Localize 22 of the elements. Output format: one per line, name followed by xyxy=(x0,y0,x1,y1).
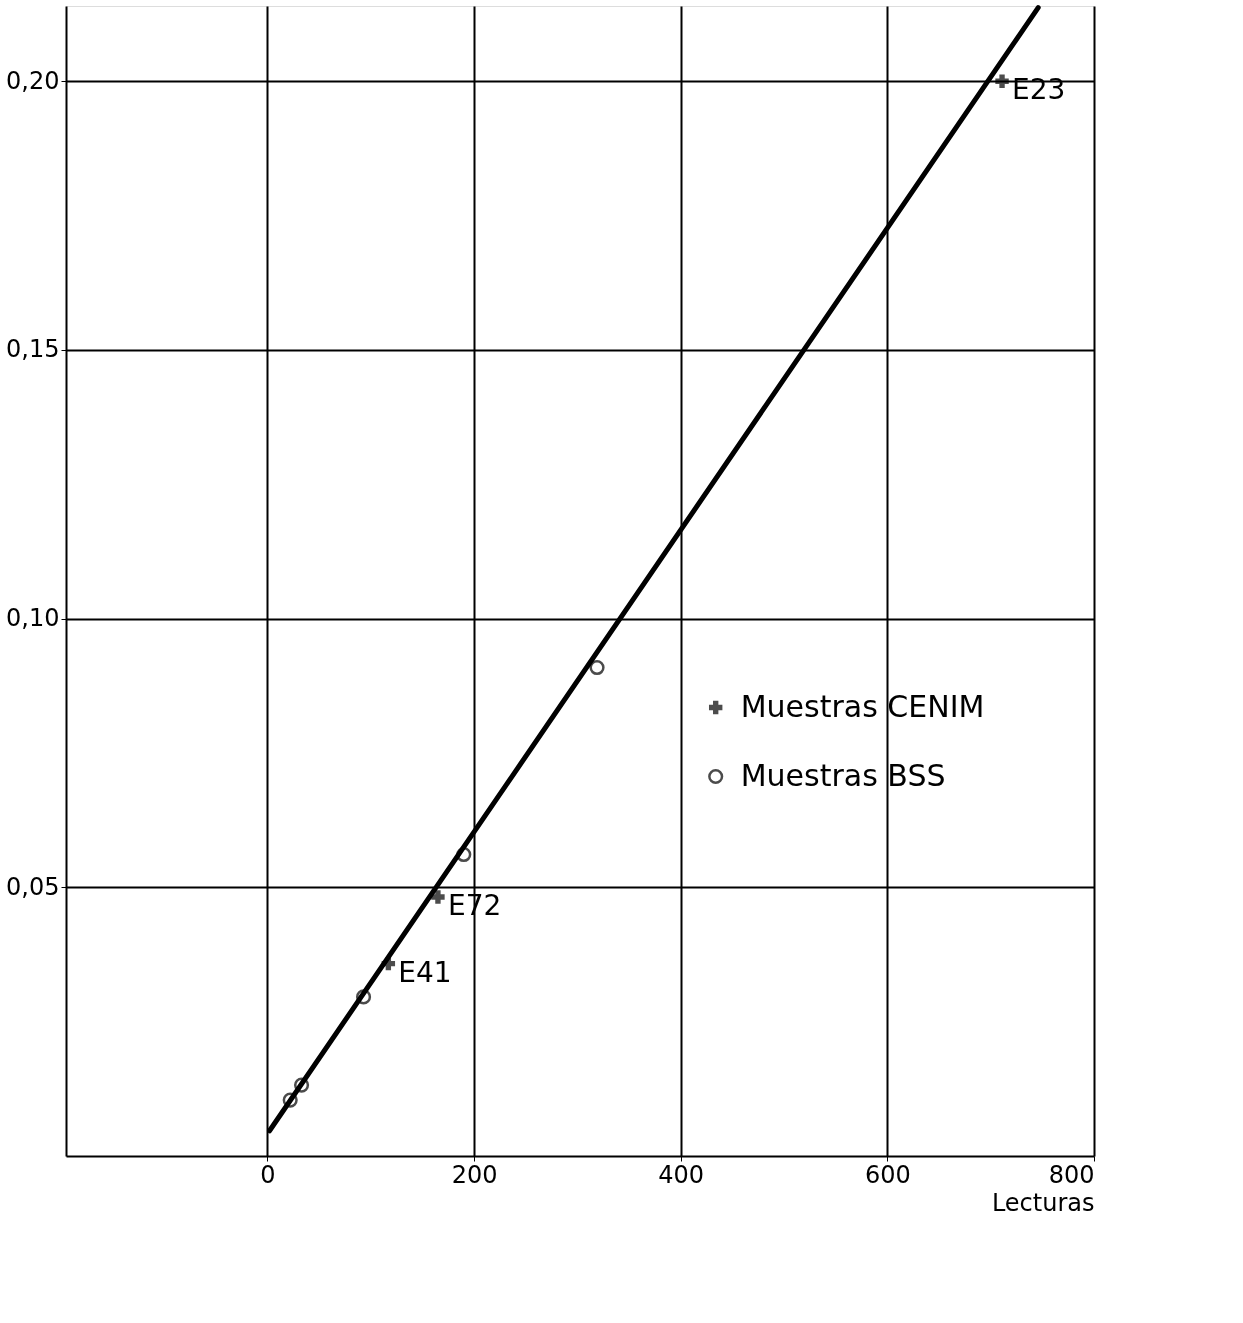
x-tick-label: 800 xyxy=(1048,1160,1095,1189)
point xyxy=(995,74,1009,88)
point xyxy=(282,1092,298,1108)
x-tick-label: 400 xyxy=(658,1160,705,1189)
y-tick-label: 0,10 xyxy=(6,604,60,633)
annotation: E41 xyxy=(398,955,452,989)
point xyxy=(431,890,445,904)
x-tick-label: 600 xyxy=(864,1160,911,1189)
y-tick-label: 0,05 xyxy=(6,872,60,901)
point xyxy=(589,659,605,676)
point xyxy=(355,989,372,1005)
annotation: E23 xyxy=(1012,73,1066,107)
y-tick-label: 0,20 xyxy=(6,66,60,95)
legend-label: Muestras BSS xyxy=(740,757,946,793)
point xyxy=(293,1077,310,1093)
x-axis-title: Lecturas xyxy=(991,1188,1095,1217)
point xyxy=(381,956,396,971)
x-tick-label: 200 xyxy=(451,1160,498,1189)
y-tick-label: 0,15 xyxy=(6,335,60,364)
x-tick-label: 0 xyxy=(260,1160,276,1189)
legend-label: Muestras CENIM xyxy=(740,688,985,724)
point xyxy=(456,846,472,863)
